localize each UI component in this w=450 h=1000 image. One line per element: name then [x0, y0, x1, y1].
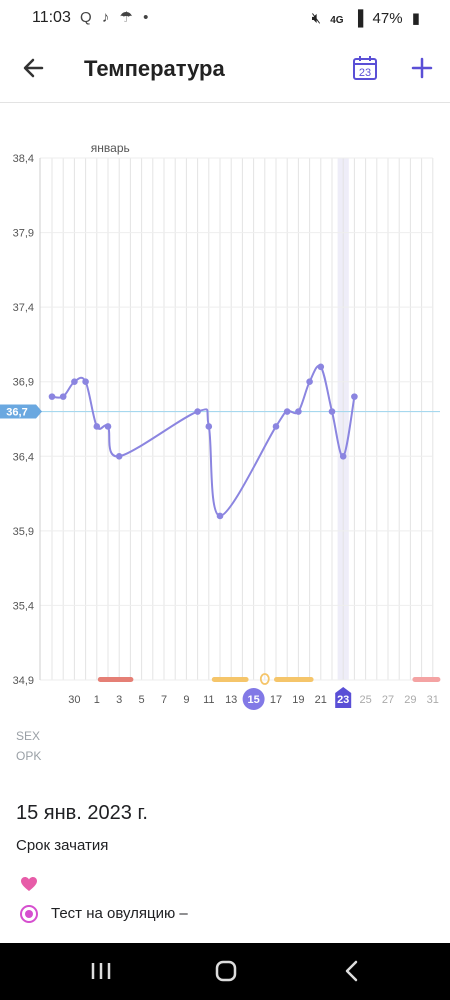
battery-icon: ▮ — [411, 10, 420, 27]
add-icon[interactable] — [410, 56, 434, 80]
selected-day-circle[interactable] — [242, 688, 265, 710]
ovulation-test-icon[interactable] — [19, 904, 39, 924]
legend-opk: OPK — [16, 749, 42, 763]
temperature-point[interactable] — [205, 423, 213, 430]
page-title: Температура — [84, 56, 225, 81]
temperature-point[interactable] — [71, 378, 78, 386]
x-tick-label[interactable]: 15 — [247, 694, 259, 706]
temperature-point[interactable] — [306, 378, 313, 386]
x-tick-label[interactable]: 13 — [225, 694, 237, 706]
x-tick-label[interactable]: 30 — [68, 694, 80, 706]
battery-label: 47% — [372, 10, 403, 27]
baseline-tag — [0, 404, 42, 419]
temperature-point[interactable] — [339, 452, 347, 460]
status-bar: 11:03 Q ♪ ☂ • 🔇︎ 4G ▐ 47% ▮ — [0, 0, 450, 36]
signal-icon: ▐ — [352, 10, 364, 27]
y-tick-label: 38,4 — [13, 153, 34, 165]
x-tick-label[interactable]: 3 — [116, 694, 122, 706]
x-tick-label[interactable]: 17 — [270, 694, 282, 706]
temperature-point[interactable] — [104, 423, 112, 430]
y-tick-label: 35,9 — [13, 526, 34, 538]
x-tick-label[interactable]: 5 — [139, 694, 145, 706]
phase-label: Срок зачатия — [16, 837, 109, 854]
ovulation-test-label[interactable]: Тест на овуляцию – — [51, 905, 188, 922]
x-tick-label[interactable]: 21 — [315, 694, 327, 706]
temperature-line — [51, 364, 356, 517]
y-tick-label: 37,4 — [13, 302, 34, 314]
notification-icons: Q ♪ ☂ • — [80, 9, 152, 26]
heart-icon[interactable] — [20, 876, 38, 892]
temperature-point[interactable] — [48, 393, 56, 400]
temperature-point[interactable] — [194, 408, 201, 415]
temperature-point[interactable] — [295, 408, 302, 415]
status-right: 🔇︎ 4G ▐ 47% ▮ — [307, 9, 420, 27]
recents-icon[interactable] — [90, 957, 112, 985]
back-icon[interactable] — [342, 957, 362, 985]
temperature-point[interactable] — [351, 393, 358, 400]
temperature-point[interactable] — [328, 408, 336, 415]
y-tick-label: 34,9 — [13, 675, 34, 687]
temperature-point[interactable] — [82, 378, 89, 386]
status-time: 11:03 — [32, 9, 71, 26]
period-bar — [97, 677, 134, 682]
y-tick-label: 36,9 — [13, 377, 34, 389]
system-nav-bar — [0, 943, 450, 1000]
fertile-bar — [211, 677, 249, 682]
network-label: 4G — [330, 15, 344, 26]
temperature-point[interactable] — [93, 423, 101, 430]
y-tick-label: 35,4 — [13, 600, 34, 612]
temperature-point[interactable] — [216, 512, 224, 520]
x-tick-label[interactable]: 29 — [404, 694, 416, 706]
next-period-bar — [412, 677, 441, 682]
temperature-point[interactable] — [283, 408, 291, 415]
x-tick-label[interactable]: 7 — [161, 694, 167, 706]
back-arrow-icon[interactable] — [18, 50, 50, 86]
legend-sex: SEX — [16, 729, 41, 743]
calendar-icon[interactable]: 23 — [352, 55, 378, 81]
temperature-point[interactable] — [317, 363, 325, 371]
today-marker[interactable] — [335, 687, 352, 708]
ovulation-marker — [259, 673, 270, 685]
home-icon[interactable] — [214, 957, 238, 985]
temperature-point[interactable] — [59, 393, 67, 400]
x-tick-label[interactable]: 27 — [382, 694, 394, 706]
x-tick-label[interactable]: 19 — [292, 694, 304, 706]
mute-icon: 🔇︎ — [311, 10, 322, 27]
x-tick-label[interactable]: 9 — [183, 694, 189, 706]
x-tick-label[interactable]: 1 — [94, 694, 100, 706]
x-tick-label[interactable]: 25 — [359, 694, 371, 706]
temperature-point[interactable] — [272, 423, 280, 430]
x-tick-label[interactable]: 31 — [427, 694, 439, 706]
y-tick-label: 36,4 — [13, 451, 34, 463]
temperature-point[interactable] — [115, 452, 123, 460]
app-bar: Температура 23 — [0, 36, 450, 103]
temperature-chart[interactable]: 38,4 37,9 37,4 36,9 36,4 35,9 35,4 34,9 январь 36… — [0, 130, 450, 720]
x-tick-label[interactable]: 23 — [337, 694, 349, 706]
baseline-label: 36,7 — [6, 407, 27, 419]
month-label: январь — [91, 141, 130, 155]
x-tick-label[interactable]: 11 — [203, 694, 214, 706]
fertile-bar — [274, 677, 314, 682]
calendar-day: 23 — [359, 67, 371, 79]
selected-date: 15 янв. 2023 г. — [16, 802, 148, 824]
y-tick-label: 37,9 — [13, 228, 34, 240]
